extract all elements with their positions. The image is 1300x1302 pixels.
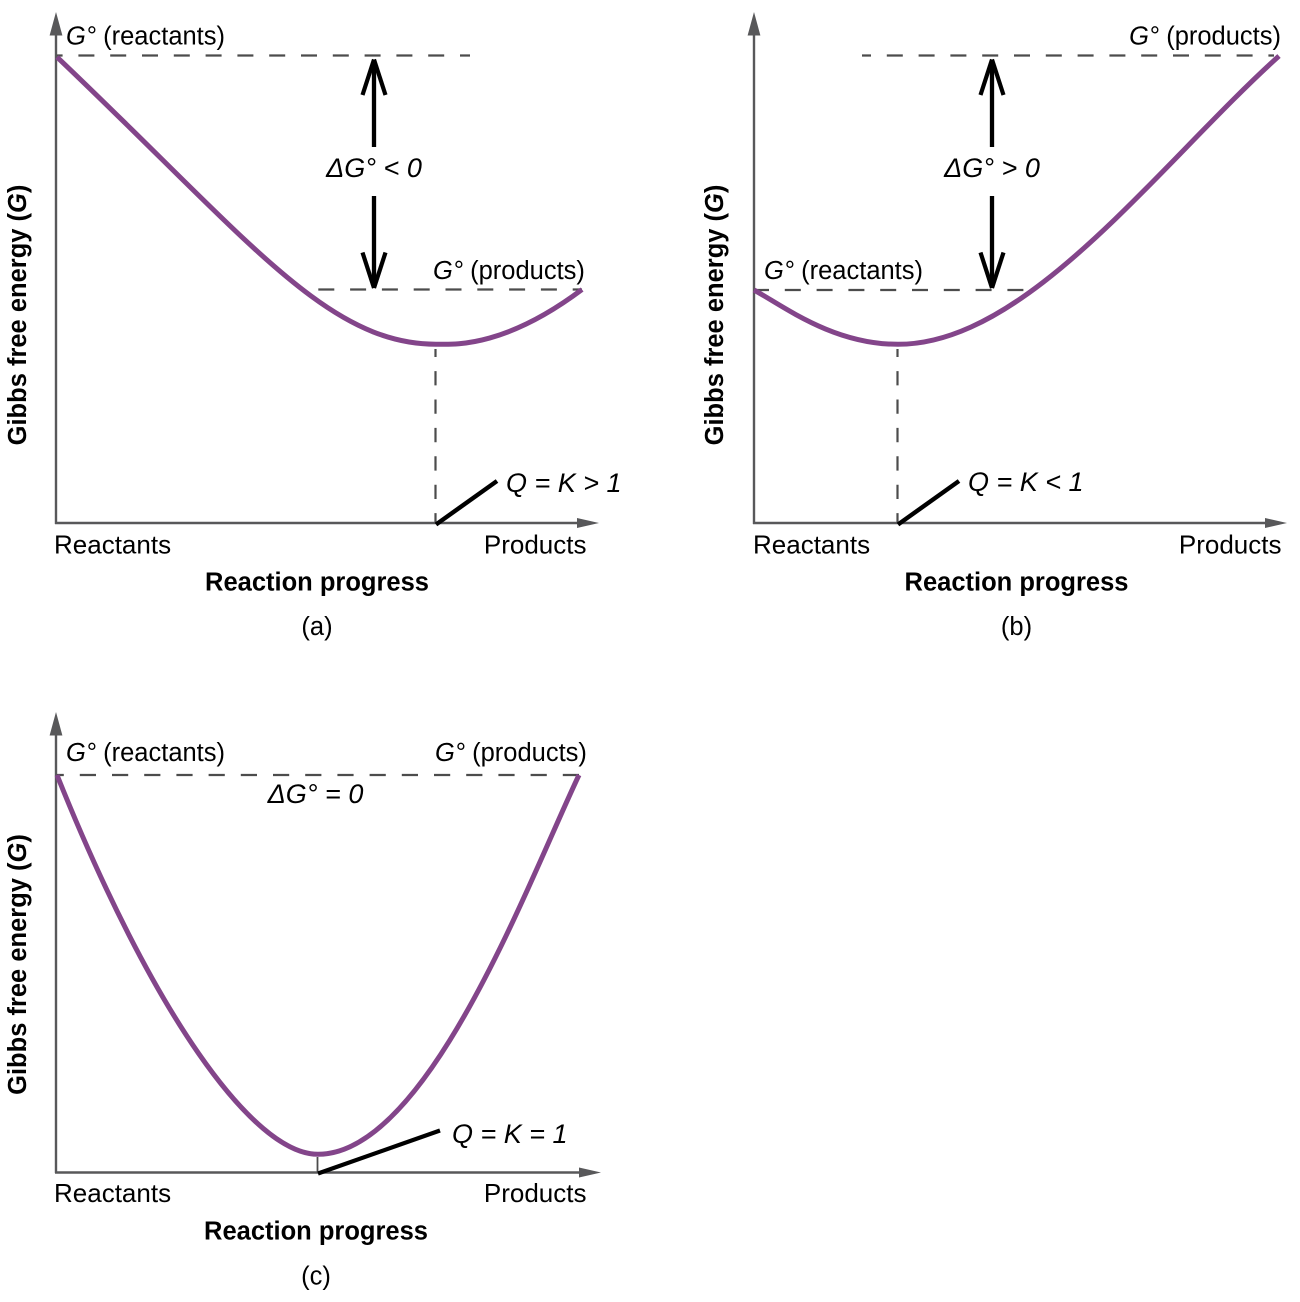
svg-text:Reactants: Reactants: [54, 530, 171, 560]
svg-text:G° (products): G° (products): [1129, 23, 1281, 51]
svg-text:(a): (a): [301, 613, 332, 641]
svg-text:Reactants: Reactants: [54, 1178, 171, 1208]
svg-text:(c): (c): [301, 1263, 331, 1291]
svg-text:Reaction progress: Reaction progress: [204, 1218, 428, 1246]
svg-text:G° (products): G° (products): [433, 257, 585, 285]
svg-text:Gibbs free energy (G): Gibbs free energy (G): [4, 185, 32, 446]
svg-text:Products: Products: [1179, 530, 1282, 560]
svg-text:ΔG° < 0: ΔG° < 0: [325, 153, 422, 183]
svg-text:ΔG° > 0: ΔG° > 0: [943, 153, 1040, 183]
svg-text:(b): (b): [1001, 613, 1032, 641]
svg-text:Gibbs free energy (G): Gibbs free energy (G): [701, 185, 729, 446]
svg-text:Reaction progress: Reaction progress: [205, 569, 429, 597]
svg-text:ΔG° = 0: ΔG° = 0: [267, 779, 364, 809]
svg-text:G° (reactants): G° (reactants): [66, 23, 225, 51]
svg-text:Gibbs free energy (G): Gibbs free energy (G): [4, 834, 32, 1095]
svg-text:Products: Products: [484, 1178, 587, 1208]
svg-text:Products: Products: [484, 530, 587, 560]
svg-text:G° (reactants): G° (reactants): [764, 257, 923, 285]
svg-text:Reaction progress: Reaction progress: [905, 569, 1129, 597]
svg-text:Q = K > 1: Q = K > 1: [506, 468, 622, 498]
svg-text:Q = K < 1: Q = K < 1: [968, 467, 1084, 497]
svg-text:G° (products): G° (products): [435, 739, 587, 767]
svg-text:Reactants: Reactants: [753, 530, 870, 560]
svg-text:Q = K = 1: Q = K = 1: [452, 1119, 568, 1149]
svg-text:G° (reactants): G° (reactants): [66, 739, 225, 767]
